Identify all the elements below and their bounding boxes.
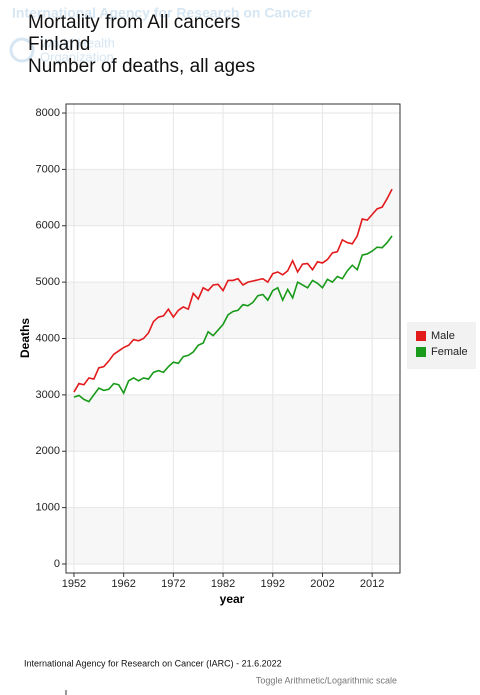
y-tick-label: 3000: [36, 389, 60, 401]
x-tick-label: 2002: [310, 578, 334, 590]
x-axis-label: year: [220, 592, 245, 606]
y-axis-label: Deaths: [18, 318, 32, 358]
footer-source: International Agency for Research on Can…: [24, 658, 282, 668]
x-tick-label: 1972: [161, 578, 185, 590]
legend-label: Female: [431, 346, 468, 358]
x-tick-label: 1952: [62, 578, 86, 590]
grid-band: [66, 169, 400, 226]
watermark: World Health: [40, 35, 115, 50]
x-tick-label: 1992: [261, 578, 285, 590]
title: Finland: [28, 34, 90, 55]
x-tick-label: 1982: [211, 578, 235, 590]
y-tick-label: 4000: [36, 332, 60, 344]
y-tick-label: 7000: [36, 163, 60, 175]
grid-band: [66, 394, 400, 452]
legend-swatch: [416, 331, 426, 341]
title: Number of deaths, all ages: [28, 56, 255, 77]
grid-band: [66, 507, 400, 564]
title: Mortality from All cancers: [28, 12, 240, 33]
x-tick-label: 2012: [360, 578, 384, 590]
watermark: International Agency for Research on Can…: [12, 5, 312, 21]
plot-frame: [65, 103, 401, 574]
x-tick-label: 1962: [111, 578, 135, 590]
toggle-scale[interactable]: Toggle Arithmetic/Logarithmic scale: [256, 675, 397, 685]
watermark: Organization: [40, 49, 114, 64]
y-tick-label: 2000: [36, 445, 60, 457]
legend-label: Male: [431, 330, 455, 342]
line-series: [73, 235, 393, 403]
line-series: [73, 188, 393, 393]
grid-band: [66, 282, 400, 339]
y-tick-label: 1000: [36, 502, 60, 514]
who-logo: [9, 37, 35, 63]
y-tick-label: 8000: [36, 107, 60, 119]
y-tick-label: 0: [54, 558, 60, 570]
legend-box: [407, 322, 476, 369]
y-tick-label: 5000: [36, 276, 60, 288]
legend-swatch: [416, 347, 426, 357]
y-tick-label: 6000: [36, 220, 60, 232]
